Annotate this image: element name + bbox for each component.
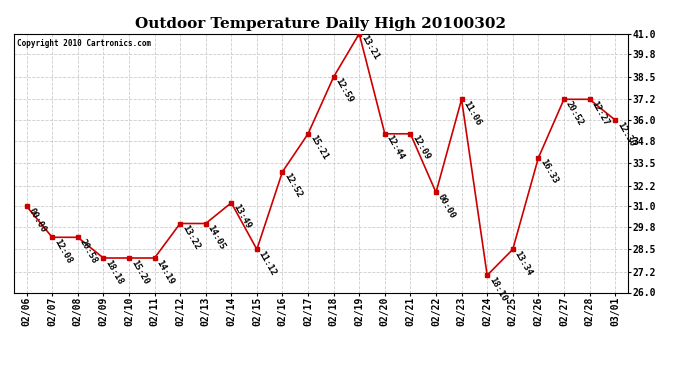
Text: 20:58: 20:58 [78,237,99,265]
Text: 18:10: 18:10 [487,275,509,303]
Text: 15:20: 15:20 [129,258,150,286]
Text: 13:22: 13:22 [180,224,201,251]
Text: Copyright 2010 Cartronics.com: Copyright 2010 Cartronics.com [17,39,151,48]
Text: 12:08: 12:08 [52,237,73,265]
Text: 12:27: 12:27 [589,99,611,127]
Text: 13:34: 13:34 [513,249,534,277]
Text: 12:52: 12:52 [282,172,304,200]
Text: 20:52: 20:52 [564,99,585,127]
Text: 15:21: 15:21 [308,134,329,162]
Text: 13:49: 13:49 [231,203,253,231]
Title: Outdoor Temperature Daily High 20100302: Outdoor Temperature Daily High 20100302 [135,17,506,31]
Text: 11:12: 11:12 [257,249,278,277]
Text: 12:44: 12:44 [385,134,406,162]
Text: 13:21: 13:21 [359,34,380,62]
Text: 00:00: 00:00 [436,192,457,220]
Text: 00:00: 00:00 [27,206,48,234]
Text: 12:59: 12:59 [334,77,355,105]
Text: 12:30: 12:30 [615,120,636,148]
Text: 16:33: 16:33 [538,158,560,186]
Text: 11:06: 11:06 [462,99,483,127]
Text: 14:05: 14:05 [206,224,227,251]
Text: 18:18: 18:18 [104,258,125,286]
Text: 14:19: 14:19 [155,258,176,286]
Text: 12:09: 12:09 [411,134,432,162]
